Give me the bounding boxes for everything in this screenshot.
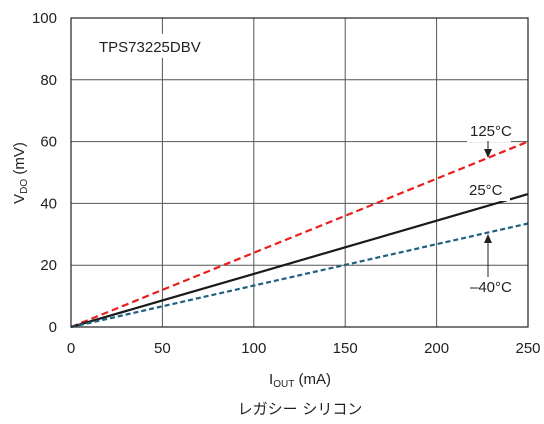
y-axis-title-main: V — [11, 194, 28, 204]
label-25-bg — [466, 179, 510, 201]
x-tick-label: 50 — [154, 340, 171, 357]
y-tick-label: 20 — [40, 257, 57, 274]
x-tick-label: 150 — [333, 340, 358, 357]
y-axis-title-rest: (mV) — [11, 142, 28, 179]
series-label-minus40c: –40°C — [470, 279, 512, 296]
y-tick-label: 40 — [40, 195, 57, 212]
series-line-40C — [70, 222, 529, 329]
series-line-25C — [70, 193, 529, 329]
label-m40-bg — [468, 275, 520, 297]
series-line-125C — [70, 140, 529, 329]
label-125-bg — [467, 120, 511, 142]
y-tick-label: 80 — [40, 72, 57, 89]
x-axis-title-rest: (mA) — [294, 371, 331, 388]
grid — [71, 18, 528, 327]
arrow-125c-head — [484, 149, 492, 158]
y-axis-title: VDO (mV) — [11, 142, 30, 204]
tick-labels: 0 50 100 150 200 250 0 20 40 60 80 100 — [32, 10, 541, 357]
series-label-25c: 25°C — [469, 182, 503, 199]
x-tick-label: 0 — [67, 340, 75, 357]
x-tick-label: 250 — [515, 340, 540, 357]
y-tick-label: 60 — [40, 134, 57, 151]
x-tick-label: 200 — [424, 340, 449, 357]
plot-frame — [70, 17, 529, 328]
x-axis-title-sub: OUT — [273, 379, 294, 390]
arrow-m40c-head — [484, 234, 492, 243]
y-tick-label: 0 — [49, 319, 57, 336]
y-tick-label: 100 — [32, 10, 57, 27]
series-label-125c: 125°C — [470, 123, 512, 140]
device-label: TPS73225DBV — [99, 39, 201, 56]
x-axis-title: IOUT (mA) — [269, 371, 331, 390]
x-tick-label: 100 — [241, 340, 266, 357]
device-label-box — [94, 34, 230, 58]
series-group — [70, 140, 529, 329]
x-axis-title-main: I — [269, 371, 273, 388]
y-axis-title-sub: DO — [19, 179, 30, 194]
chart-caption: レガシー シリコン — [238, 400, 363, 418]
